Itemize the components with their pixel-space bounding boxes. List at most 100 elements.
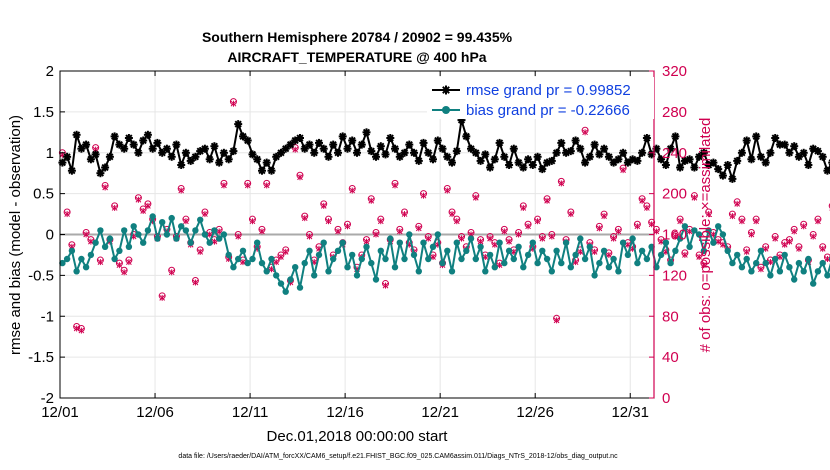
obs-assimilated-point: [344, 223, 351, 230]
bias-point: [78, 255, 85, 263]
obs-assimilated-point: [325, 218, 332, 225]
bias-point: [106, 235, 114, 242]
bias-point: [97, 227, 104, 234]
bias-point: [791, 276, 798, 283]
rmse-point: [234, 120, 243, 129]
obs-assimilated-point: [244, 182, 251, 189]
rmse-point: [105, 152, 114, 161]
bias-point: [486, 251, 494, 259]
rmse-point: [124, 134, 133, 142]
legend-box: [427, 77, 654, 119]
rmse-point: [552, 148, 561, 157]
bias-point: [315, 251, 323, 259]
obs-assimilated-point: [178, 187, 185, 194]
obs-assimilated-point: [73, 325, 80, 332]
bias-point: [377, 247, 384, 254]
obs-assimilated-point: [306, 233, 313, 240]
obs-assimilated-point: [815, 218, 821, 225]
rmse-point: [742, 136, 751, 145]
rmse-point: [528, 161, 537, 169]
bias-point: [339, 239, 346, 246]
bias-point: [458, 255, 465, 263]
rmse-point: [785, 148, 794, 157]
obs-assimilated-point: [772, 235, 779, 242]
bias-point: [448, 268, 456, 275]
bias-point: [743, 255, 750, 263]
rmse-point: [571, 136, 580, 145]
bias-point: [472, 255, 479, 263]
obs-assimilated-point: [396, 228, 403, 235]
y-tick-label: 2: [46, 63, 54, 80]
obs-assimilated-point: [297, 174, 303, 181]
rmse-point: [666, 144, 675, 153]
obs-assimilated-point: [620, 167, 626, 174]
bias-point: [567, 264, 574, 271]
bias-point: [662, 239, 670, 246]
bias-point: [230, 264, 237, 271]
rmse-point: [419, 138, 428, 147]
x-tick-label: 12/11: [232, 404, 268, 421]
bias-point: [534, 259, 541, 267]
bias-point: [643, 255, 651, 263]
bias-point: [572, 251, 579, 259]
rmse-point: [723, 161, 732, 169]
bias-point: [558, 259, 565, 267]
rmse-point: [129, 140, 138, 149]
y2-tick-label: 240: [662, 145, 687, 162]
rmse-point: [191, 152, 200, 161]
rmse-point: [219, 148, 228, 157]
obs-assimilated-point: [202, 211, 208, 218]
rmse-point: [153, 138, 162, 147]
rmse-point: [505, 161, 514, 169]
rmse-point: [120, 144, 129, 153]
bias-point: [101, 243, 109, 250]
y-tick-label: -1: [41, 308, 54, 325]
bias-point: [805, 255, 812, 263]
rmse-point: [400, 148, 409, 157]
bias-point: [192, 227, 199, 234]
bias-point: [163, 231, 171, 238]
bias-point: [786, 264, 793, 271]
bias-point: [410, 251, 418, 259]
obs-assimilated-point: [221, 182, 227, 189]
obs-assimilated-point: [368, 197, 375, 204]
obs-assimilated-point: [534, 218, 541, 225]
bias-point: [695, 231, 703, 238]
chart-subtitle: AIRCRAFT_TEMPERATURE @ 400 hPa: [227, 49, 486, 65]
obs-assimilated-point: [729, 213, 736, 220]
y-tick-label: 1: [46, 145, 54, 162]
bias-point: [249, 255, 256, 263]
bias-point: [235, 255, 242, 263]
bias-point: [734, 251, 741, 259]
bias-point: [73, 268, 80, 275]
bias-point: [624, 251, 632, 259]
obs-assimilated-point: [696, 253, 702, 260]
obs-assimilated-point: [582, 129, 588, 136]
y2-axis-label: # of obs: o=possible; ×=assimilated: [697, 118, 714, 353]
rmse-point: [381, 150, 390, 159]
rmse-point: [262, 158, 271, 167]
bias-point: [277, 280, 285, 287]
bias-point: [700, 247, 708, 254]
bias-point: [178, 223, 185, 230]
obs-assimilated-point: [449, 211, 455, 218]
rmse-point: [200, 144, 209, 153]
bias-point: [358, 255, 365, 263]
bias-point: [363, 243, 370, 250]
obs-assimilated-point: [401, 211, 408, 218]
bias-point: [724, 247, 731, 254]
rmse-point: [533, 152, 542, 161]
rmse-point: [372, 152, 380, 161]
obs-assimilated-point: [273, 259, 280, 266]
bias-point: [135, 231, 142, 238]
bias-point: [182, 227, 190, 234]
rmse-point: [110, 132, 119, 141]
bias-point: [382, 255, 389, 263]
obs-assimilated-point: [634, 223, 641, 230]
x-tick-label: 12/26: [516, 404, 554, 421]
obs-assimilated-point: [786, 238, 793, 245]
bias-point: [220, 231, 228, 238]
bias-point: [216, 235, 223, 242]
chart-title: Southern Hemisphere 20784 / 20902 = 99.4…: [202, 29, 513, 45]
obs-assimilated-point: [558, 180, 565, 187]
